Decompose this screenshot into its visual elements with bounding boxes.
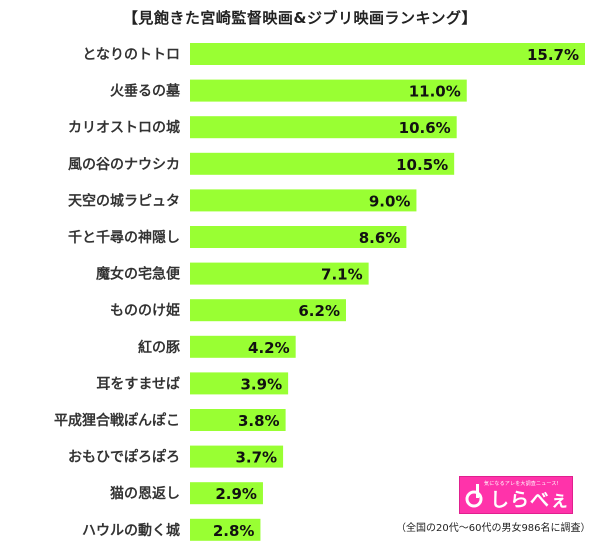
- chart-title: 【見飽きた宮崎監督映画&ジブリ映画ランキング】: [122, 9, 478, 27]
- value-label: 3.9%: [241, 375, 283, 393]
- bar: [190, 152, 455, 175]
- value-label: 7.1%: [321, 266, 363, 284]
- category-label: 紅の豚: [138, 339, 181, 356]
- value-label: 15.7%: [527, 46, 579, 64]
- category-label: ハウルの動く城: [82, 522, 180, 539]
- value-label: 2.8%: [213, 522, 255, 540]
- category-label: 耳をすませば: [96, 376, 180, 392]
- survey-footnote: （全国の20代～60代の男女986名に調査）: [396, 523, 591, 534]
- logo-tagline: 気になるアレを大調査ニュース!: [484, 481, 559, 487]
- bar: [190, 189, 417, 212]
- value-label: 11.0%: [409, 83, 461, 101]
- bar: [190, 335, 296, 358]
- value-label: 8.6%: [359, 229, 401, 247]
- value-label: 10.5%: [396, 156, 448, 174]
- bar: [190, 372, 289, 395]
- value-label: 3.8%: [238, 412, 280, 430]
- category-label: カリオストロの城: [68, 119, 180, 136]
- category-label: となりのトトロ: [82, 47, 180, 63]
- logo-name: しらべぇ: [490, 489, 571, 511]
- value-label: 6.2%: [298, 302, 340, 320]
- bar: [190, 445, 284, 468]
- category-label: 火垂るの墓: [110, 83, 181, 100]
- value-label: 9.0%: [369, 192, 411, 210]
- bar: [190, 79, 467, 102]
- bar: [190, 226, 407, 248]
- category-label: 魔女の宅急便: [96, 266, 181, 283]
- bar: [190, 482, 263, 505]
- value-label: 3.7%: [235, 449, 277, 467]
- bar: [190, 116, 457, 139]
- value-label: 4.2%: [248, 339, 290, 357]
- category-label: 猫の恩返し: [110, 485, 180, 502]
- category-label: おもひでぽろぽろ: [68, 449, 180, 466]
- category-label: 千と千尋の神隠し: [68, 229, 180, 246]
- value-label: 2.9%: [215, 485, 257, 503]
- category-label: 平成狸合戦ぽんぽこ: [54, 412, 180, 429]
- bar: [190, 43, 585, 65]
- value-label: 10.6%: [399, 119, 451, 137]
- category-label: もののけ姫: [110, 302, 180, 319]
- shirabee-logo: 気になるアレを大調査ニュース! しらべぇ: [459, 476, 573, 514]
- logo-mark-icon: [465, 484, 483, 508]
- category-label: 天空の城ラピュタ: [68, 192, 180, 209]
- bar: [190, 409, 286, 431]
- bar: [190, 299, 346, 322]
- bar: [190, 518, 261, 541]
- bar: [190, 262, 369, 285]
- category-label: 風の谷のナウシカ: [68, 157, 180, 173]
